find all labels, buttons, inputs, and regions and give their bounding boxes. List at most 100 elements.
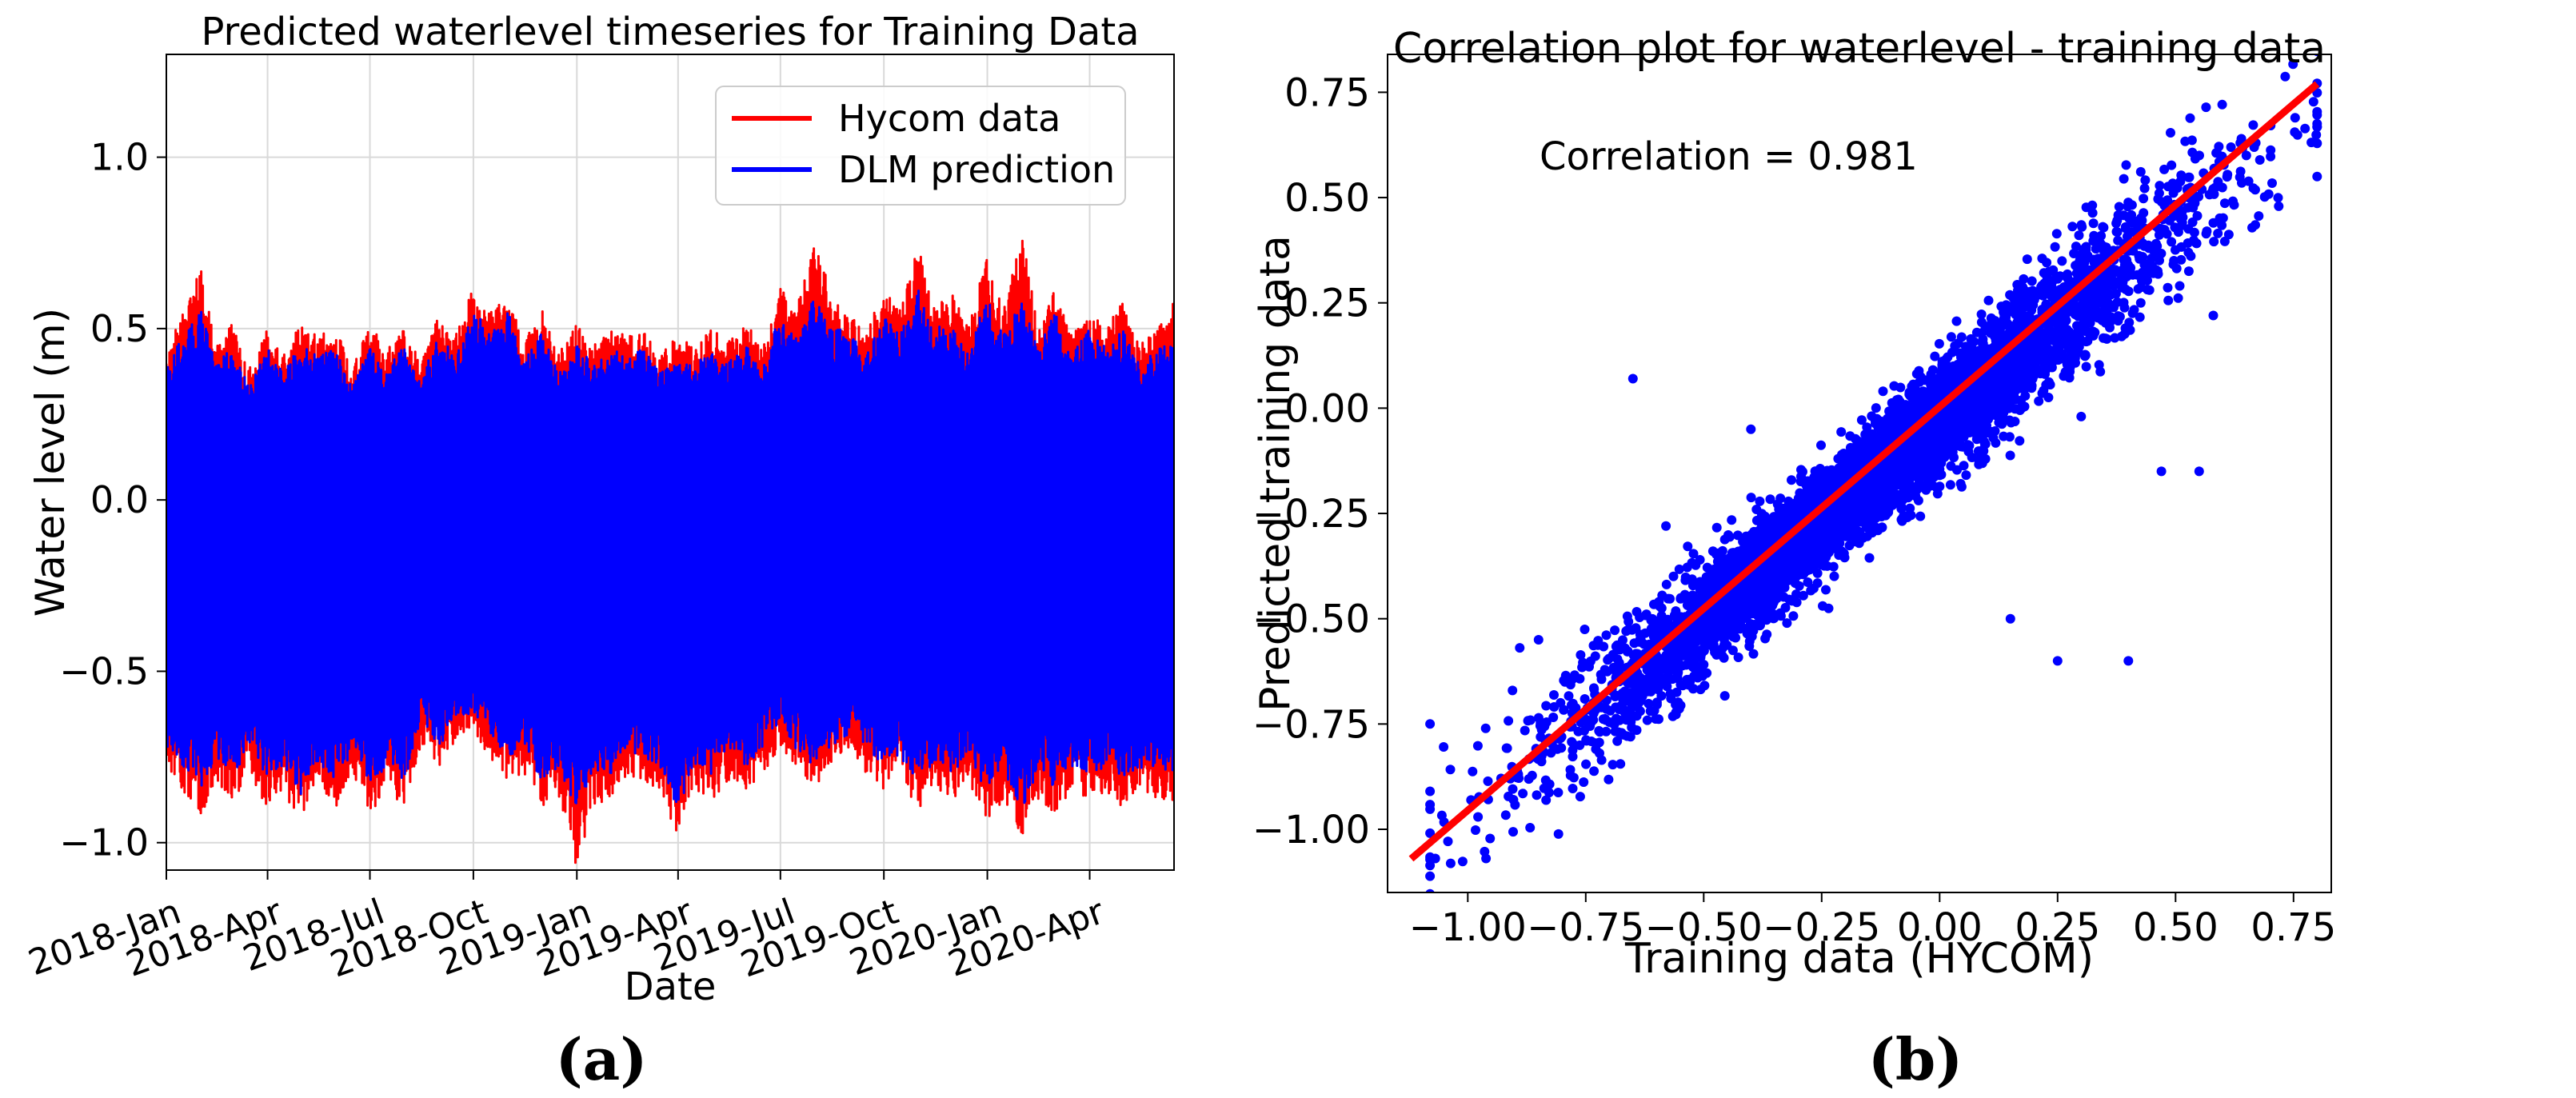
scatter-point (1733, 530, 1743, 541)
scatter-point (2171, 263, 2182, 274)
scatter-point (2135, 166, 2146, 177)
scatter-point (1971, 327, 1982, 337)
scatter-point (1471, 825, 1480, 835)
scatter-point (1618, 704, 1628, 714)
scatter-point (1682, 562, 1692, 573)
scatter-point (1600, 665, 1610, 675)
scatter-point (1884, 406, 1895, 417)
scatter-point (1727, 515, 1737, 525)
scatter-point (2139, 194, 2149, 204)
scatter-point (1589, 766, 1600, 777)
scatter-point (1719, 620, 1729, 630)
scatter-point (1485, 833, 1496, 844)
scatter-point (2019, 274, 2029, 284)
timeseries-y-tick-label: 0.5 (90, 307, 149, 350)
scatter-point (1559, 705, 1569, 715)
scatter-point (1808, 525, 1819, 535)
timeseries-series (166, 239, 1174, 864)
scatter-point (2266, 145, 2276, 155)
scatter-point (1425, 828, 1436, 838)
scatter-point (1473, 812, 1484, 822)
scatter-point (1795, 477, 1806, 487)
scatter-point (1553, 788, 1564, 797)
scatter-point (1675, 701, 1686, 711)
scatter-point (1808, 583, 1819, 593)
scatter-point (1643, 698, 1654, 709)
scatter-point (1862, 422, 1872, 433)
scatter-point (2140, 175, 2151, 186)
scatter-point (1968, 361, 1979, 371)
scatter-point (2115, 312, 2125, 321)
scatter-point (2127, 200, 2137, 210)
scatter-point (2267, 178, 2277, 188)
scatter-point (2027, 285, 2038, 296)
scatter-point (1719, 556, 1729, 566)
scatter-point (2087, 208, 2098, 218)
scatter-point (1579, 777, 1589, 787)
scatter-point (1745, 545, 1755, 555)
scatter-point (2087, 200, 2098, 210)
scatter-point (1608, 760, 1618, 770)
scatter-point (2027, 298, 2037, 309)
scatter-point (2078, 299, 2088, 309)
scatter-point (1729, 558, 1739, 569)
scatter-point (1510, 800, 1520, 810)
scatter-point (2002, 391, 2012, 401)
timeseries-y-tick-label: −0.5 (59, 649, 149, 693)
legend-box (715, 86, 1126, 206)
scatter-point (1425, 888, 1435, 892)
scatter-point (1974, 459, 1984, 469)
scatter-point (2280, 71, 2290, 82)
scatter-point (2163, 182, 2173, 192)
timeseries-y-tick-label: −1.0 (59, 821, 149, 864)
scatter-point (1654, 616, 1663, 626)
scatter-point (1905, 503, 1915, 513)
scatter-point (1657, 590, 1667, 601)
panel-label-a: (a) (556, 1025, 648, 1093)
scatter-point (1871, 403, 1881, 413)
scatter-point (1439, 742, 1449, 752)
scatter-point (1788, 611, 1799, 621)
scatter-point (1664, 620, 1675, 630)
scatter-point (1480, 723, 1491, 733)
scatter-point (1536, 757, 1547, 767)
scatter-point (1688, 684, 1699, 694)
scatter-point (2183, 266, 2194, 277)
scatter-point (1796, 566, 1807, 577)
scatter-point (1937, 357, 1947, 366)
scatter-point (2077, 249, 2087, 259)
scatter-point (1576, 650, 1586, 660)
scatter-point (2274, 201, 2284, 211)
scatter-point (1637, 691, 1647, 701)
scatter-point (2034, 396, 2044, 406)
scatter-point (2159, 164, 2170, 174)
scatter-point (2027, 276, 2037, 286)
scatter-point (2003, 377, 2014, 387)
scatter-point (1929, 472, 1939, 482)
scatter-point (2155, 181, 2165, 191)
scatter-point (2312, 106, 2322, 117)
scatter-point (1951, 406, 1961, 417)
scatter-point (1994, 318, 2004, 329)
scatter-point (1902, 485, 1912, 495)
scatter-point (1914, 365, 1924, 376)
scatter-point (1762, 629, 1772, 640)
scatter-point (1828, 561, 1839, 572)
scatter-point (2236, 134, 2247, 144)
scatter-point (2113, 235, 2123, 246)
scatter-point (1819, 561, 1830, 571)
scatter-point (1548, 713, 1559, 722)
scatter-point (2119, 329, 2130, 339)
scatter-point (1971, 434, 1982, 445)
scatter-point (1425, 804, 1436, 814)
scatter-point (1629, 687, 1639, 697)
scatter-point (2042, 289, 2052, 298)
scatter-point (2096, 230, 2107, 241)
scatter-point (1903, 512, 1913, 522)
scatter-point (2312, 122, 2322, 132)
scatter-point (1619, 643, 1630, 653)
scatter-point (1680, 572, 1691, 582)
scatter-point (2081, 361, 2091, 372)
scatter-point (1425, 860, 1436, 871)
scatter-point (2170, 222, 2180, 233)
